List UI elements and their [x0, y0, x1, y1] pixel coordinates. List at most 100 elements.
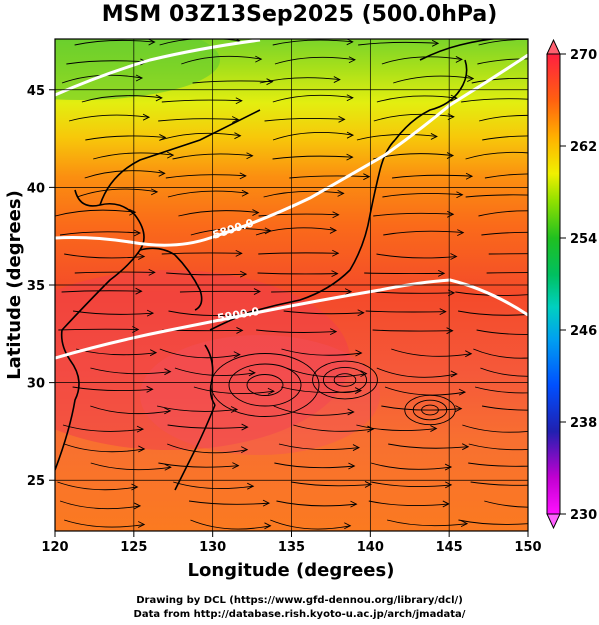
x-tick-label: 140: [357, 540, 384, 555]
streamline: [55, 209, 136, 217]
streamline-arrow: [442, 500, 450, 508]
streamline-arrow: [455, 405, 463, 413]
streamline: [368, 500, 449, 507]
streamline-arrow: [255, 55, 263, 63]
streamline: [257, 272, 338, 275]
streamline-arrow: [430, 425, 438, 432]
y-axis: 25 30 35 40 45: [27, 84, 55, 489]
streamline: [276, 500, 357, 507]
streamline-arrow: [460, 520, 469, 528]
streamline: [258, 252, 339, 255]
streamline-arrow: [446, 327, 454, 335]
japan-honshu: [209, 139, 396, 331]
streamline: [178, 210, 259, 217]
streamline: [74, 271, 155, 274]
streamline: [156, 405, 238, 412]
streamline: [474, 386, 528, 394]
streamline: [161, 99, 242, 103]
streamline: [64, 519, 145, 528]
colorbar-ramp: [546, 53, 561, 515]
streamline: [476, 329, 528, 335]
streamline-arrow: [149, 349, 158, 357]
x-axis: 120 125 130 135 140 145 150: [41, 531, 542, 555]
streamline: [384, 386, 466, 396]
streamline: [373, 212, 454, 217]
credit-data: Data from http://database.rish.kyoto-u.a…: [133, 609, 466, 620]
streamline: [172, 153, 253, 160]
streamline-arrow: [129, 208, 137, 216]
streamline: [167, 443, 248, 454]
streamline-arrow: [367, 425, 375, 433]
streamline: [270, 519, 351, 530]
streamline: [374, 291, 455, 294]
streamline: [158, 462, 239, 468]
streamline-arrow: [137, 521, 146, 528]
streamline: [473, 348, 528, 359]
colorbar-ticks: 230 238 246 254 262 270: [560, 48, 597, 523]
streamline-arrow: [363, 173, 371, 181]
streamline-arrow: [146, 385, 154, 393]
streamline: [166, 272, 247, 276]
streamline: [255, 227, 337, 236]
streamline: [283, 310, 364, 315]
circulation-ring: [412, 399, 448, 421]
streamline: [167, 190, 249, 198]
streamline-arrow: [142, 113, 151, 121]
streamline-arrow: [540, 193, 546, 199]
streamline: [190, 519, 271, 530]
streamline-arrow: [458, 388, 467, 396]
streamline: [272, 132, 354, 141]
y-tick-label: 40: [27, 181, 45, 196]
streamline-arrow: [234, 132, 242, 140]
contour-5900: [55, 278, 528, 360]
x-axis-label: Longitude (degrees): [188, 560, 395, 581]
streamline: [465, 194, 528, 198]
streamline-arrow: [248, 369, 256, 377]
y-tick-label: 35: [27, 279, 45, 294]
streamline-arrow: [444, 463, 453, 471]
streamline-arrow: [332, 211, 340, 219]
streamline-arrow: [241, 423, 249, 431]
streamline: [383, 230, 464, 236]
streamline-arrow: [239, 172, 247, 180]
colorbar-tick-label: 246: [570, 324, 597, 339]
streamline-arrow: [563, 251, 569, 257]
colorbar-tick-label: 262: [570, 140, 597, 155]
circulation-ring: [322, 366, 368, 394]
streamline-arrow: [135, 74, 144, 82]
streamline-arrow: [252, 209, 260, 216]
streamline-arrow: [137, 253, 146, 260]
streamline-arrow: [438, 269, 446, 277]
streamline: [59, 500, 141, 510]
streamline: [272, 155, 353, 160]
streamline: [90, 462, 171, 471]
contour-north: [55, 39, 261, 97]
streamline: [85, 135, 166, 141]
streamline: [181, 55, 262, 65]
streamline: [468, 443, 528, 451]
streamline-arrow: [231, 116, 240, 123]
streamline: [381, 56, 462, 65]
streamline-arrow: [348, 56, 356, 64]
grid-lines: [55, 39, 528, 531]
streamline: [478, 210, 528, 217]
colorbar-tick-label: 238: [570, 416, 597, 431]
streamline: [392, 174, 473, 179]
streamline: [64, 253, 145, 259]
y-axis-label: Latitude (degrees): [4, 190, 25, 380]
streamline: [74, 39, 155, 46]
streamline: [90, 405, 171, 415]
streamline-arrow: [431, 39, 440, 47]
streamline-arrow: [235, 249, 243, 257]
streamline-arrow: [247, 482, 255, 490]
x-tick-label: 120: [41, 540, 68, 555]
streamline-arrow: [164, 407, 172, 415]
streamline-arrow: [457, 229, 465, 236]
streamline: [256, 329, 337, 333]
streamline-arrow: [131, 483, 139, 491]
streamline-arrow: [532, 520, 538, 526]
streamline-arrow: [235, 97, 243, 105]
streamline-arrow: [132, 326, 140, 333]
credit-drawing: Drawing by DCL (https://www.gfd-dennou.o…: [136, 595, 463, 606]
